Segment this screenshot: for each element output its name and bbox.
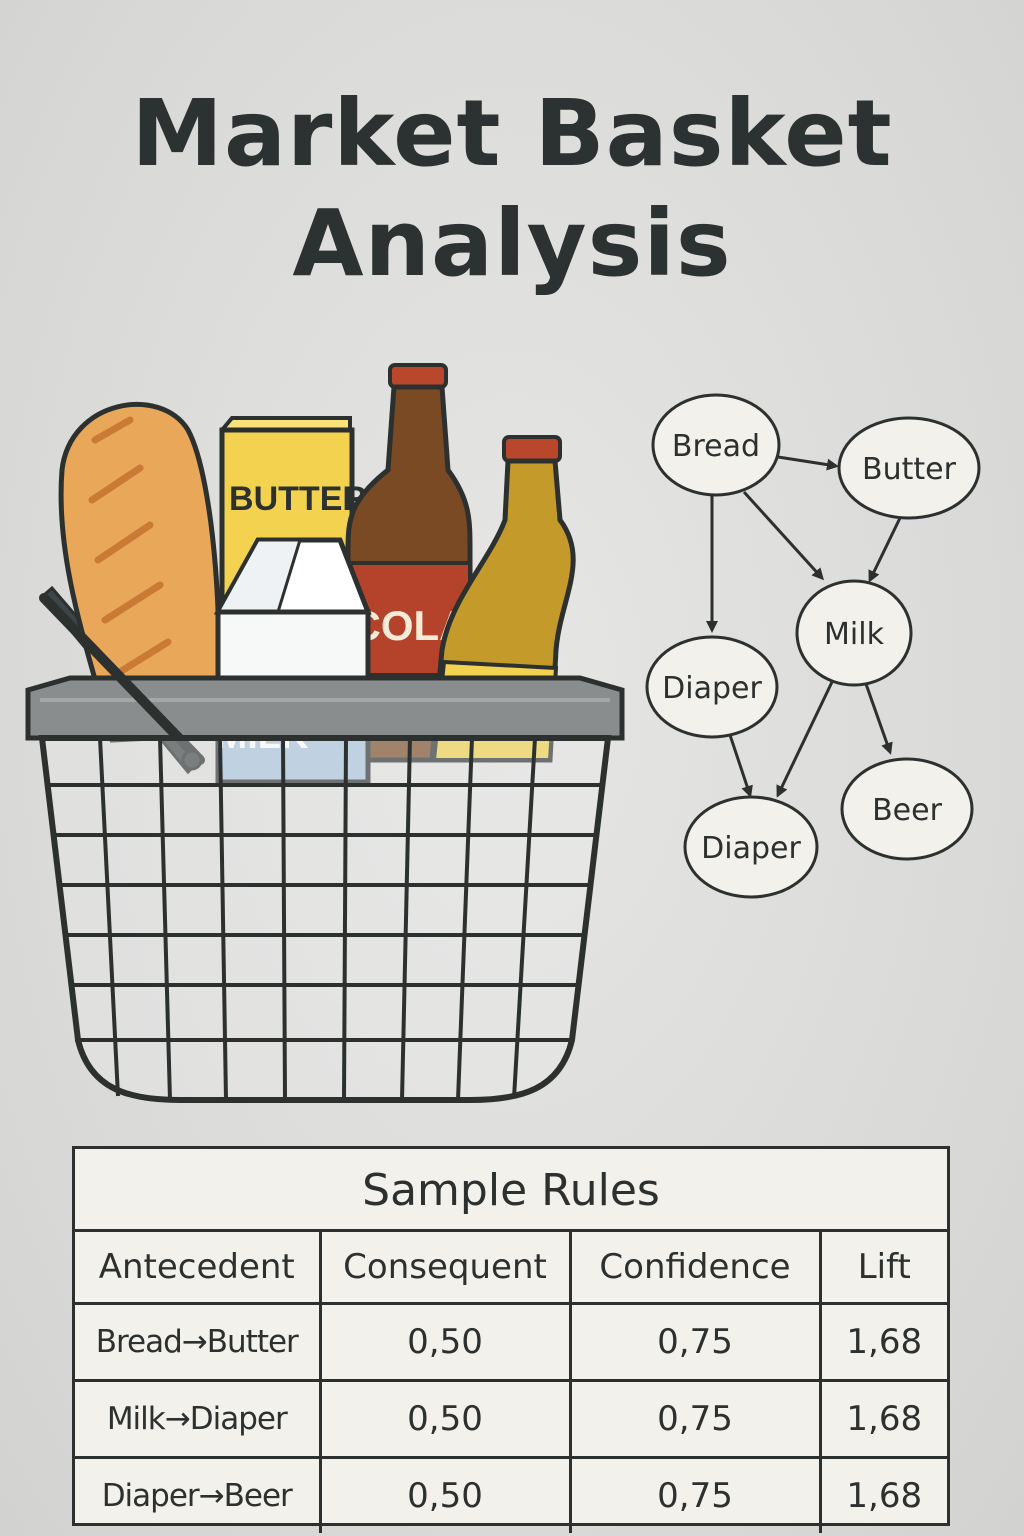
table-row: Diaper→Beer 0,50 0,75 1,68 xyxy=(75,1456,947,1533)
rules-table-title: Sample Rules xyxy=(75,1149,947,1232)
node-diaper-left: Diaper xyxy=(645,635,779,739)
node-milk-label: Milk xyxy=(824,617,885,652)
butter-label: BUTTER xyxy=(229,480,367,518)
table-row: Milk→Diaper 0,50 0,75 1,68 xyxy=(75,1379,947,1459)
cell-antecedent: Milk→Diaper xyxy=(75,1379,322,1459)
node-bread-label: Bread xyxy=(672,429,760,464)
cell-consequent: 0,50 xyxy=(318,1379,572,1459)
cell-consequent: 0,50 xyxy=(318,1456,572,1533)
edge-milk-beer xyxy=(864,683,893,755)
node-butter-label: Butter xyxy=(862,452,957,487)
page-title-line2: Analysis xyxy=(292,190,732,297)
node-butter: Butter xyxy=(837,416,981,520)
header-confidence: Confidence xyxy=(568,1232,822,1305)
node-diaper-left-label: Diaper xyxy=(662,671,762,706)
edge-diaper-diaper xyxy=(728,734,753,798)
edge-bread-milk xyxy=(742,490,825,581)
node-diaper-bottom: Diaper xyxy=(683,795,819,899)
cell-antecedent: Bread→Butter xyxy=(75,1302,322,1382)
header-consequent: Consequent xyxy=(318,1232,572,1305)
header-antecedent: Antecedent xyxy=(75,1232,322,1305)
header-lift: Lift xyxy=(818,1232,947,1305)
basket-rim xyxy=(25,675,625,741)
basket-handle-front xyxy=(39,593,205,765)
cell-confidence: 0,75 xyxy=(568,1456,822,1533)
cell-consequent: 0,50 xyxy=(318,1302,572,1382)
basket-grid xyxy=(46,737,604,1101)
association-graph: Bread Butter Milk Diaper Diaper Beer xyxy=(645,393,981,899)
cell-lift: 1,68 xyxy=(818,1379,947,1459)
rules-table: Antecedent Consequent Confidence Lift Br… xyxy=(75,1232,947,1533)
cell-lift: 1,68 xyxy=(818,1456,947,1533)
node-beer-label: Beer xyxy=(872,793,942,828)
node-bread: Bread xyxy=(651,393,781,497)
node-diaper-bottom-label: Diaper xyxy=(701,831,801,866)
shopping-basket-illustration: BUTTER COLA BEER MILK xyxy=(25,363,625,1103)
cell-confidence: 0,75 xyxy=(568,1302,822,1382)
node-beer: Beer xyxy=(840,757,974,861)
page-title-line1: Market Basket xyxy=(131,80,893,187)
edge-milk-diaper xyxy=(776,681,834,798)
edge-bread-butter xyxy=(777,455,839,471)
table-header-row: Antecedent Consequent Confidence Lift xyxy=(75,1232,947,1305)
cell-confidence: 0,75 xyxy=(568,1379,822,1459)
cell-lift: 1,68 xyxy=(818,1302,947,1382)
edge-butter-milk xyxy=(868,517,902,583)
table-row: Bread→Butter 0,50 0,75 1,68 xyxy=(75,1302,947,1382)
sample-rules-table: Sample Rules Antecedent Consequent Confi… xyxy=(72,1146,950,1533)
node-milk: Milk xyxy=(795,579,913,687)
cell-antecedent: Diaper→Beer xyxy=(75,1456,322,1533)
